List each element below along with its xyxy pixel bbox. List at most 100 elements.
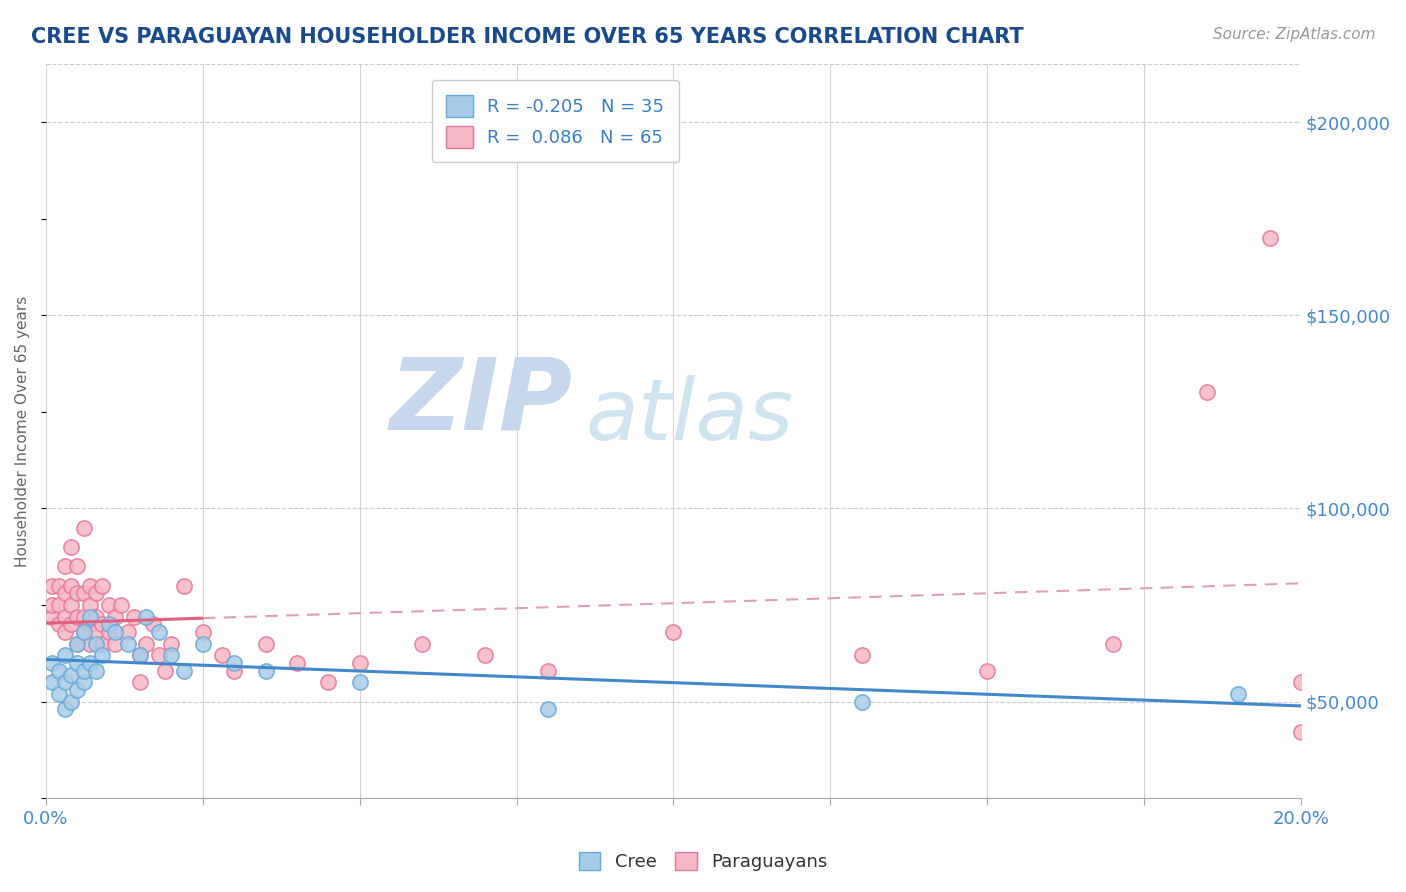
- Point: [53, 625, 76, 640]
- Point: [173, 664, 195, 678]
- Point: [66, 656, 89, 670]
- Point: [537, 664, 560, 678]
- Point: [129, 648, 152, 663]
- Point: [160, 637, 183, 651]
- Point: [72, 675, 94, 690]
- Point: [173, 579, 195, 593]
- Point: [84, 586, 107, 600]
- Point: [91, 648, 114, 663]
- Point: [60, 617, 83, 632]
- Point: [79, 579, 101, 593]
- Point: [72, 625, 94, 640]
- Point: [851, 694, 873, 708]
- Point: [122, 609, 145, 624]
- Point: [142, 617, 165, 632]
- Point: [41, 675, 63, 690]
- Point: [72, 609, 94, 624]
- Point: [224, 656, 246, 670]
- Text: ZIP: ZIP: [389, 353, 574, 450]
- Point: [72, 521, 94, 535]
- Point: [1289, 675, 1312, 690]
- Point: [79, 598, 101, 612]
- Point: [60, 540, 83, 554]
- Point: [48, 687, 70, 701]
- Point: [41, 598, 63, 612]
- Point: [318, 675, 340, 690]
- Point: [117, 625, 139, 640]
- Point: [135, 637, 157, 651]
- Point: [79, 656, 101, 670]
- Point: [48, 598, 70, 612]
- Point: [254, 664, 277, 678]
- Point: [79, 637, 101, 651]
- Point: [53, 648, 76, 663]
- Point: [662, 625, 685, 640]
- Point: [66, 559, 89, 574]
- Point: [84, 637, 107, 651]
- Point: [1101, 637, 1123, 651]
- Point: [91, 617, 114, 632]
- Point: [41, 656, 63, 670]
- Point: [53, 586, 76, 600]
- Y-axis label: Householder Income Over 65 years: Householder Income Over 65 years: [15, 295, 30, 566]
- Point: [48, 617, 70, 632]
- Point: [976, 664, 998, 678]
- Text: CREE VS PARAGUAYAN HOUSEHOLDER INCOME OVER 65 YEARS CORRELATION CHART: CREE VS PARAGUAYAN HOUSEHOLDER INCOME OV…: [31, 27, 1024, 46]
- Point: [117, 637, 139, 651]
- Point: [60, 667, 83, 681]
- Point: [153, 664, 176, 678]
- Point: [1227, 687, 1250, 701]
- Point: [84, 609, 107, 624]
- Point: [474, 648, 496, 663]
- Point: [84, 625, 107, 640]
- Point: [72, 586, 94, 600]
- Text: Source: ZipAtlas.com: Source: ZipAtlas.com: [1212, 27, 1375, 42]
- Point: [104, 609, 127, 624]
- Point: [79, 609, 101, 624]
- Point: [41, 609, 63, 624]
- Point: [1289, 725, 1312, 739]
- Point: [97, 617, 120, 632]
- Legend: Cree, Paraguayans: Cree, Paraguayans: [572, 845, 834, 879]
- Point: [66, 637, 89, 651]
- Point: [135, 609, 157, 624]
- Point: [411, 637, 433, 651]
- Point: [148, 625, 170, 640]
- Point: [53, 559, 76, 574]
- Point: [60, 579, 83, 593]
- Point: [79, 617, 101, 632]
- Point: [97, 625, 120, 640]
- Point: [53, 675, 76, 690]
- Point: [1258, 231, 1281, 245]
- Point: [72, 664, 94, 678]
- Point: [41, 579, 63, 593]
- Point: [224, 664, 246, 678]
- Point: [254, 637, 277, 651]
- Point: [129, 648, 152, 663]
- Point: [91, 637, 114, 651]
- Point: [191, 637, 214, 651]
- Point: [285, 656, 308, 670]
- Point: [537, 702, 560, 716]
- Point: [211, 648, 233, 663]
- Point: [53, 609, 76, 624]
- Point: [191, 625, 214, 640]
- Point: [66, 586, 89, 600]
- Point: [66, 682, 89, 697]
- Point: [48, 664, 70, 678]
- Point: [160, 648, 183, 663]
- Point: [104, 637, 127, 651]
- Legend: R = -0.205   N = 35, R =  0.086   N = 65: R = -0.205 N = 35, R = 0.086 N = 65: [432, 80, 679, 162]
- Point: [110, 598, 132, 612]
- Text: atlas: atlas: [586, 375, 793, 458]
- Point: [851, 648, 873, 663]
- Point: [53, 702, 76, 716]
- Point: [91, 579, 114, 593]
- Point: [84, 664, 107, 678]
- Point: [48, 579, 70, 593]
- Point: [104, 625, 127, 640]
- Point: [349, 656, 371, 670]
- Point: [148, 648, 170, 663]
- Point: [66, 609, 89, 624]
- Point: [60, 598, 83, 612]
